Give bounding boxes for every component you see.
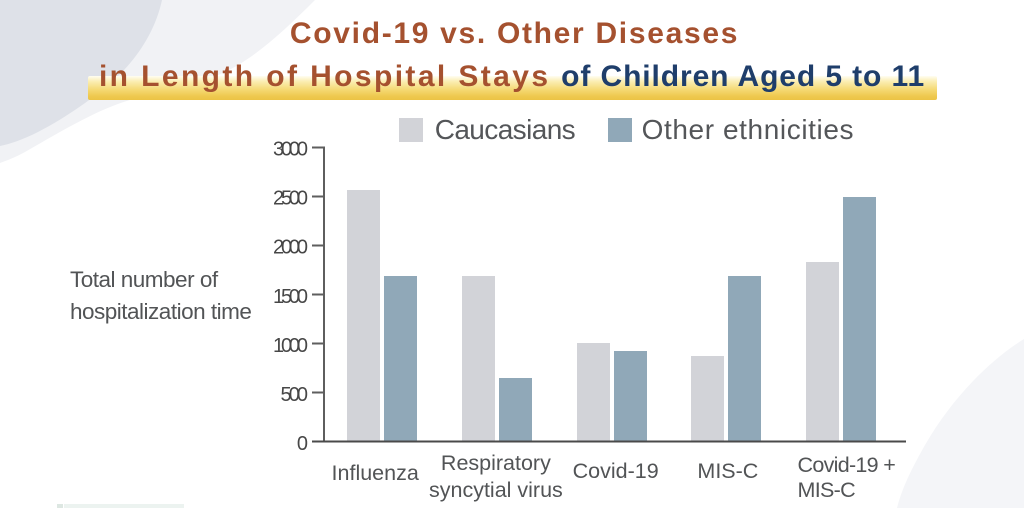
svg-text:3000: 3000: [273, 139, 308, 161]
svg-text:1500: 1500: [273, 286, 308, 308]
svg-text:500: 500: [281, 384, 309, 406]
svg-text:2000: 2000: [273, 237, 308, 259]
svg-text:0: 0: [297, 433, 308, 455]
svg-text:2500: 2500: [273, 188, 308, 210]
svg-text:1000: 1000: [273, 335, 308, 357]
